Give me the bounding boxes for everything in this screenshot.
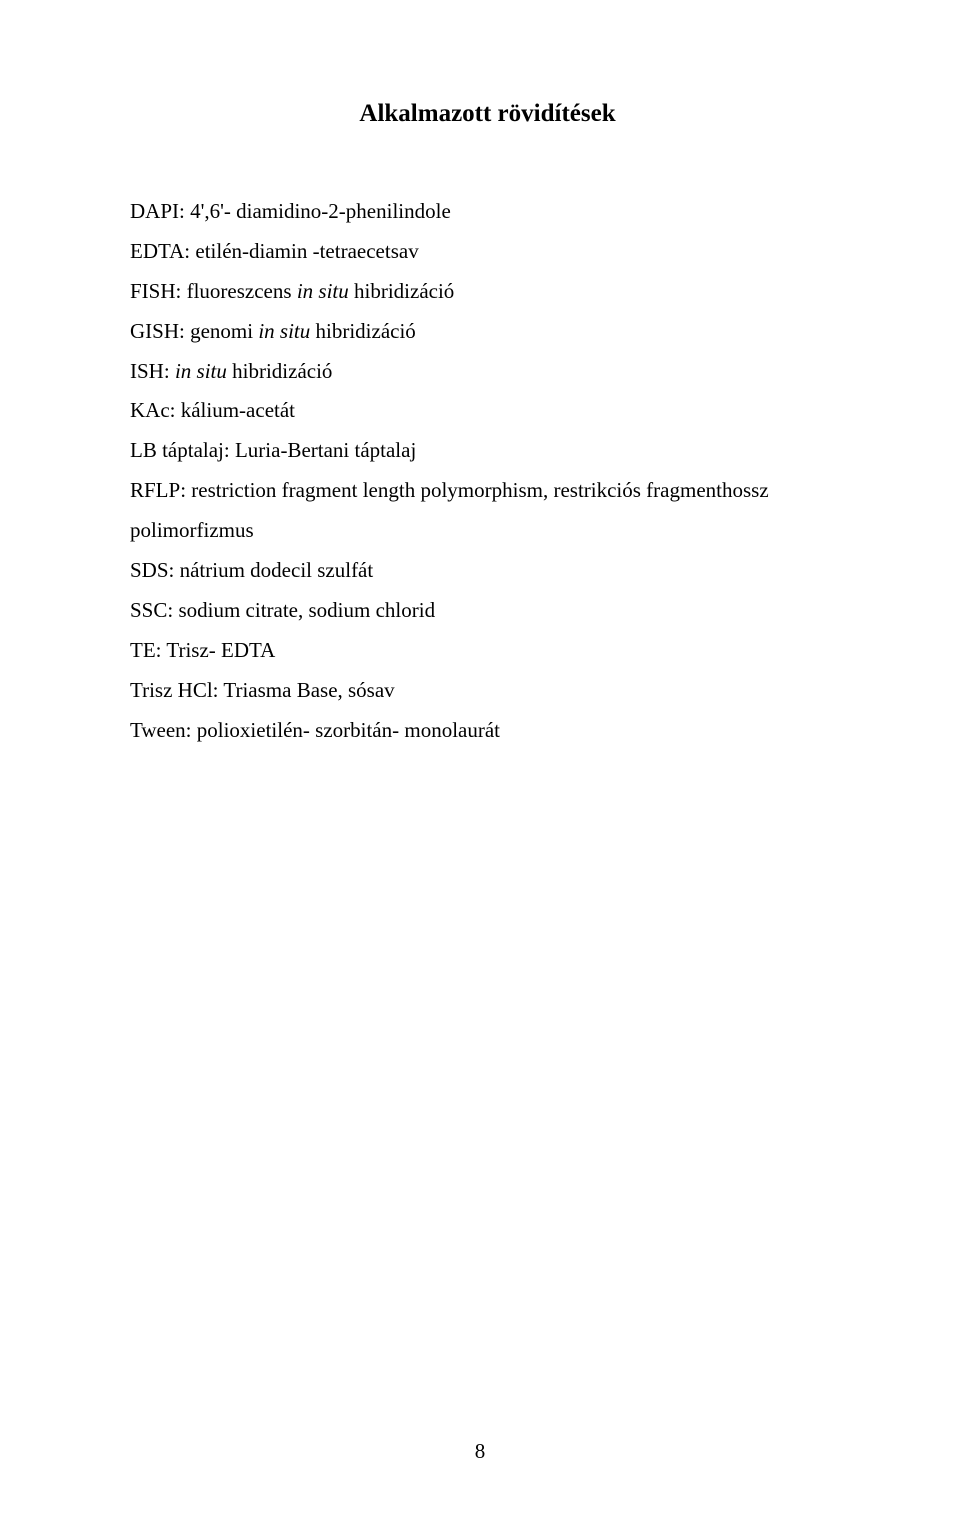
list-item: DAPI: 4',6'- diamidino-2-phenilindole <box>130 192 845 232</box>
entry-suffix: hibridizáció <box>227 359 333 383</box>
list-item: Trisz HCl: Triasma Base, sósav <box>130 671 845 711</box>
list-item: RFLP: restriction fragment length polymo… <box>130 471 845 551</box>
entry-text: TE: Trisz- EDTA <box>130 638 275 662</box>
list-item: SSC: sodium citrate, sodium chlorid <box>130 591 845 631</box>
list-item: Tween: polioxietilén- szorbitán- monolau… <box>130 711 845 751</box>
entry-suffix: hibridizáció <box>349 279 455 303</box>
list-item: GISH: genomi in situ hibridizáció <box>130 312 845 352</box>
entry-text: EDTA: etilén-diamin -tetraecetsav <box>130 239 419 263</box>
abbreviations-list: DAPI: 4',6'- diamidino-2-phenilindole ED… <box>130 192 845 750</box>
entry-text: SDS: nátrium dodecil szulfát <box>130 558 373 582</box>
page-title: Alkalmazott rövidítések <box>130 100 845 128</box>
entry-prefix: FISH: fluoreszcens <box>130 279 297 303</box>
page-number: 8 <box>0 1439 960 1464</box>
entry-text: DAPI: 4',6'- diamidino-2-phenilindole <box>130 199 451 223</box>
entry-italic: in situ <box>175 359 227 383</box>
list-item: SDS: nátrium dodecil szulfát <box>130 551 845 591</box>
entry-text: Tween: polioxietilén- szorbitán- monolau… <box>130 718 500 742</box>
list-item: FISH: fluoreszcens in situ hibridizáció <box>130 272 845 312</box>
entry-italic: in situ <box>297 279 349 303</box>
list-item: LB táptalaj: Luria-Bertani táptalaj <box>130 431 845 471</box>
entry-text: Trisz HCl: Triasma Base, sósav <box>130 678 395 702</box>
entry-text: RFLP: restriction fragment length polymo… <box>130 478 769 542</box>
entry-text: LB táptalaj: Luria-Bertani táptalaj <box>130 438 416 462</box>
entry-text: SSC: sodium citrate, sodium chlorid <box>130 598 435 622</box>
entry-prefix: GISH: genomi <box>130 319 258 343</box>
entry-text: KAc: kálium-acetát <box>130 398 295 422</box>
entry-italic: in situ <box>258 319 310 343</box>
list-item: KAc: kálium-acetát <box>130 391 845 431</box>
list-item: EDTA: etilén-diamin -tetraecetsav <box>130 232 845 272</box>
list-item: ISH: in situ hibridizáció <box>130 352 845 392</box>
entry-prefix: ISH: <box>130 359 175 383</box>
entry-suffix: hibridizáció <box>310 319 416 343</box>
list-item: TE: Trisz- EDTA <box>130 631 845 671</box>
